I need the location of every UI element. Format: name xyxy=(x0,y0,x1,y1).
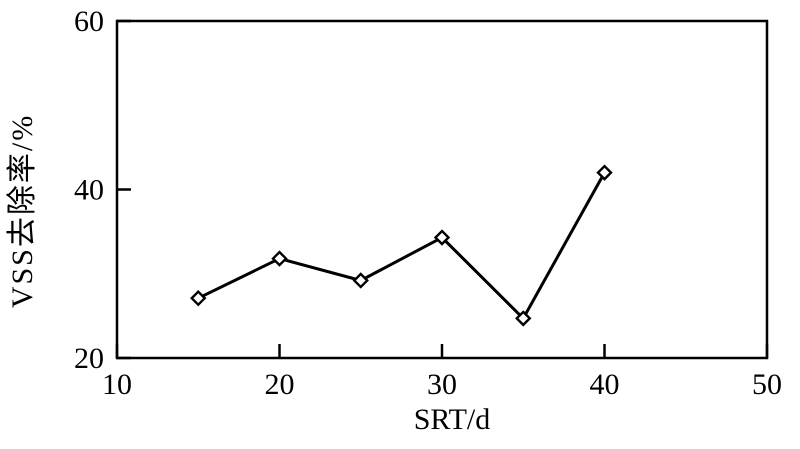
x-tick-label: 30 xyxy=(427,368,457,401)
data-point-marker xyxy=(271,250,288,267)
x-tick-label: 10 xyxy=(102,368,132,401)
x-axis-label: SRT/d xyxy=(414,403,491,436)
data-point-marker xyxy=(352,272,369,289)
y-tick-label: 20 xyxy=(74,342,104,375)
x-tick-label: 50 xyxy=(752,368,782,401)
data-line xyxy=(196,171,606,320)
plot-border xyxy=(115,19,769,360)
y-tick-label: 60 xyxy=(74,5,104,38)
data-point-marker xyxy=(515,310,532,327)
y-axis-label: VSS去除率/% xyxy=(6,114,39,308)
y-tick-label: 40 xyxy=(74,174,104,207)
data-point-marker xyxy=(190,289,207,307)
data-point-marker xyxy=(596,164,613,181)
data-point-marker xyxy=(433,229,451,246)
x-tick-label: 20 xyxy=(265,368,295,401)
x-tick-label: 40 xyxy=(590,368,620,401)
